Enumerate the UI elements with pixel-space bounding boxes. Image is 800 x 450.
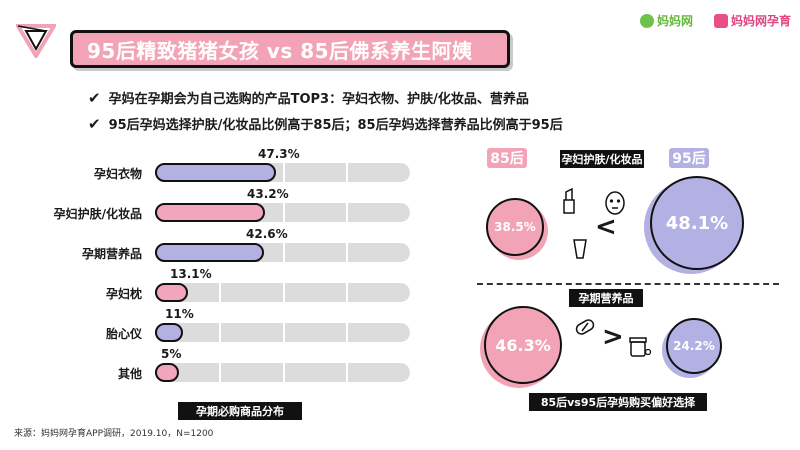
bar-track <box>155 363 410 382</box>
section-divider <box>477 283 779 285</box>
bullet-2: ✔ 95后孕妈选择护肤/化妆品比例高于85后；85后孕妈选择营养品比例高于95后 <box>88 114 563 134</box>
bar-track <box>155 203 410 222</box>
bar-track-separator <box>219 363 221 382</box>
brand-left-label: 妈妈网 <box>657 14 694 28</box>
bar <box>155 203 265 222</box>
bar-track <box>155 323 410 342</box>
bar-category-label: 胎心仪 <box>105 327 142 341</box>
bar-track-separator <box>219 283 221 302</box>
bar-track-separator <box>283 163 285 182</box>
brand-mamanet-yunyu: 妈妈网孕育 <box>714 12 791 29</box>
bar-track-separator <box>219 323 221 342</box>
bar-value-label: 47.3% <box>258 147 300 161</box>
bar-category-label: 孕期营养品 <box>81 247 142 261</box>
face-mask-icon <box>605 191 625 215</box>
bar <box>155 363 179 382</box>
brand-logo-icon <box>16 24 56 58</box>
category-skincare-caption: 孕妇护肤/化妆品 <box>560 150 644 168</box>
bullet-1-text: 孕妈在孕期会为自己选购的产品TOP3：孕妇衣物、护肤/化妆品、营养品 <box>108 92 529 107</box>
bar-track-separator <box>283 203 285 222</box>
cream-tube-icon <box>573 239 587 259</box>
bubble-85-skincare-value: 38.5% <box>486 198 544 256</box>
bar <box>155 283 188 302</box>
bar-track-separator <box>346 363 348 382</box>
bubble-95-nutrition-value: 24.2% <box>666 318 722 374</box>
page-title: 95后精致猪猪女孩 vs 85后佛系养生阿姨 <box>87 38 473 63</box>
brand-mamanet: 妈妈网 <box>640 12 693 29</box>
bar <box>155 243 264 262</box>
bar-track-separator <box>283 243 285 262</box>
tag-95-top: 95后 <box>669 148 709 168</box>
comparison-greater-than: > <box>602 322 624 352</box>
bar-track-separator <box>346 283 348 302</box>
mamanet-logo-icon <box>640 13 654 28</box>
bar-category-label: 孕妇护肤/化妆品 <box>53 207 142 221</box>
bar-chart-title: 孕期必购商品分布 <box>196 405 284 418</box>
bar-track-separator <box>283 363 285 382</box>
bullet-1: ✔ 孕妈在孕期会为自己选购的产品TOP3：孕妇衣物、护肤/化妆品、营养品 <box>88 88 529 108</box>
tag-85-top: 85后 <box>487 148 527 168</box>
bar-value-label: 42.6% <box>246 227 288 241</box>
bar-value-label: 13.1% <box>170 267 212 281</box>
bar <box>155 163 276 182</box>
lipstick-icon <box>563 188 575 214</box>
bar-track-separator <box>346 323 348 342</box>
brand-right-label: 妈妈网孕育 <box>731 14 792 28</box>
comparison-less-than: < <box>595 212 617 242</box>
category-nutrition-caption: 孕期营养品 <box>569 289 643 307</box>
bubble-85-nutrition-value: 46.3% <box>484 306 562 384</box>
checkmark-icon: ✔ <box>88 114 101 133</box>
bar-track-separator <box>346 163 348 182</box>
page-title-banner: 95后精致猪猪女孩 vs 85后佛系养生阿姨 <box>70 30 510 68</box>
bar-track-separator <box>283 323 285 342</box>
tag-85-top-label: 85后 <box>490 151 524 167</box>
checkmark-icon: ✔ <box>88 88 101 107</box>
bar <box>155 323 183 342</box>
bar-value-label: 43.2% <box>247 187 289 201</box>
pill-capsule-icon <box>575 319 595 335</box>
bar-value-label: 11% <box>165 307 194 321</box>
tag-95-top-label: 95后 <box>672 151 706 167</box>
supplement-jar-icon <box>629 337 652 357</box>
bar-track <box>155 283 410 302</box>
bar-category-label: 孕妇衣物 <box>93 167 142 181</box>
bubble-chart-title: 85后vs95后孕妈购买偏好选择 <box>540 396 696 409</box>
bar-track-separator <box>346 243 348 262</box>
category-nutrition-label: 孕期营养品 <box>578 292 634 305</box>
bar-value-label: 5% <box>161 347 182 361</box>
bar-track-separator <box>346 203 348 222</box>
bullet-2-text: 95后孕妈选择护肤/化妆品比例高于85后；85后孕妈选择营养品比例高于95后 <box>108 118 563 133</box>
bar-category-label: 其他 <box>117 367 142 381</box>
bar-track <box>155 243 410 262</box>
bar-track-separator <box>283 283 285 302</box>
bar-category-label: 孕妇枕 <box>105 287 142 301</box>
mamanet-yunyu-logo-icon <box>714 13 728 28</box>
bar-track <box>155 163 410 182</box>
bar-chart-caption: 孕期必购商品分布 <box>178 402 302 420</box>
bubble-chart-caption: 85后vs95后孕妈购买偏好选择 <box>529 393 707 411</box>
bubble-95-skincare-value: 48.1% <box>650 176 744 270</box>
category-skincare-label: 孕妇护肤/化妆品 <box>561 153 643 166</box>
source-note: 来源：妈妈网孕育APP调研，2019.10，N=1200 <box>14 429 214 439</box>
